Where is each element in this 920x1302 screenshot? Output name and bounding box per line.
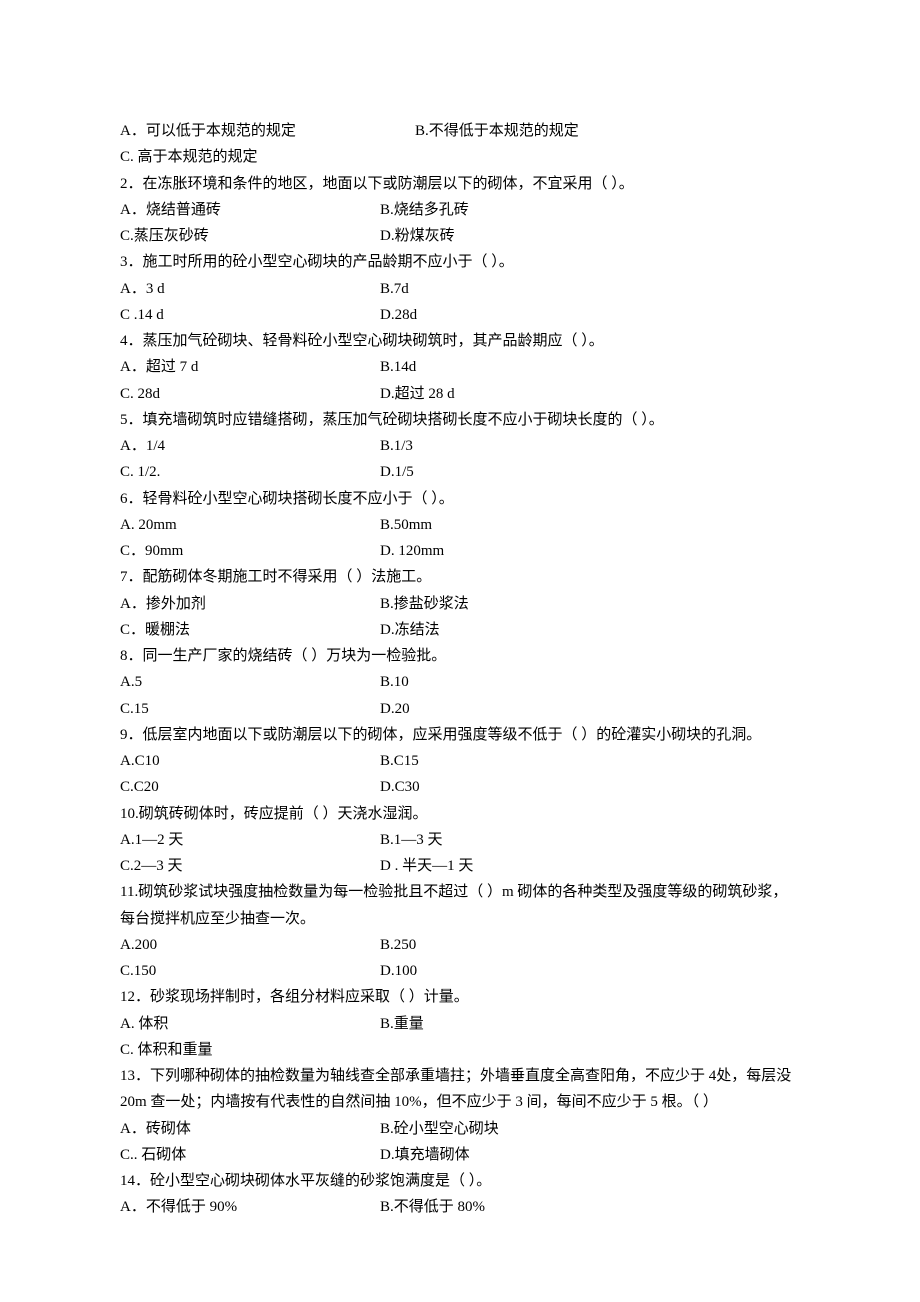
q11-option-row-1: A.200 B.250: [120, 932, 800, 958]
q5-option-row-2: C. 1/2. D.1/5: [120, 459, 800, 485]
q8-option-c: C.15: [120, 696, 380, 722]
q9-option-d: D.C30: [380, 774, 800, 800]
q4-option-d: D.超过 28 d: [380, 381, 800, 407]
q11-option-row-2: C.150 D.100: [120, 958, 800, 984]
q13-option-row-1: A．砖砌体 B.砼小型空心砌块: [120, 1116, 800, 1142]
q2-option-row-2: C.蒸压灰砂砖 D.粉煤灰砖: [120, 223, 800, 249]
q1-option-c: C. 高于本规范的规定: [120, 144, 800, 170]
q14-option-row-1: A．不得低于 90% B.不得低于 80%: [120, 1194, 800, 1220]
q8-option-d: D.20: [380, 696, 800, 722]
q13-option-b: B.砼小型空心砌块: [380, 1116, 800, 1142]
q9-option-a: A.C10: [120, 748, 380, 774]
q3-option-row-1: A．3 d B.7d: [120, 276, 800, 302]
q4-stem: 4．蒸压加气砼砌块、轻骨料砼小型空心砌块砌筑时，其产品龄期应（ ）。: [120, 328, 800, 354]
q12-option-a: A. 体积: [120, 1011, 380, 1037]
q5-option-a: A．1/4: [120, 433, 380, 459]
q11-option-b: B.250: [380, 932, 800, 958]
q9-stem: 9．低层室内地面以下或防潮层以下的砌体，应采用强度等级不低于（ ）的砼灌实小砌块…: [120, 722, 800, 748]
q5-option-d: D.1/5: [380, 459, 800, 485]
q9-option-c: C.C20: [120, 774, 380, 800]
q10-stem: 10.砌筑砖砌体时，砖应提前（ ）天浇水湿润。: [120, 801, 800, 827]
q13-option-d: D.填充墙砌体: [380, 1142, 800, 1168]
q11-stem: 11.砌筑砂浆试块强度抽检数量为每一检验批且不超过（ ）m 砌体的各种类型及强度…: [120, 879, 800, 932]
q12-option-row-1: A. 体积 B.重量: [120, 1011, 800, 1037]
q8-stem: 8．同一生产厂家的烧结砖（ ）万块为一检验批。: [120, 643, 800, 669]
q7-option-row-1: A．掺外加剂 B.掺盐砂浆法: [120, 591, 800, 617]
q2-option-d: D.粉煤灰砖: [380, 223, 800, 249]
q14-option-b: B.不得低于 80%: [380, 1194, 800, 1220]
q6-option-d: D. 120mm: [380, 538, 800, 564]
q7-option-c: C．暖棚法: [120, 617, 380, 643]
q6-stem: 6．轻骨料砼小型空心砌块搭砌长度不应小于（ ）。: [120, 486, 800, 512]
q11-option-c: C.150: [120, 958, 380, 984]
q10-option-row-2: C.2—3 天 D . 半天—1 天: [120, 853, 800, 879]
q12-option-b: B.重量: [380, 1011, 800, 1037]
q12-stem: 12．砂浆现场拌制时，各组分材料应采取（ ）计量。: [120, 984, 800, 1010]
q2-stem: 2．在冻胀环境和条件的地区，地面以下或防潮层以下的砌体，不宜采用（ ）。: [120, 171, 800, 197]
q3-stem: 3．施工时所用的砼小型空心砌块的产品龄期不应小于（ ）。: [120, 249, 800, 275]
q7-option-b: B.掺盐砂浆法: [380, 591, 800, 617]
q8-option-row-1: A.5 B.10: [120, 669, 800, 695]
q6-option-a: A. 20mm: [120, 512, 380, 538]
q3-option-d: D.28d: [380, 302, 800, 328]
q4-option-row-1: A．超过 7 d B.14d: [120, 354, 800, 380]
q2-option-c: C.蒸压灰砂砖: [120, 223, 380, 249]
q8-option-b: B.10: [380, 669, 800, 695]
q4-option-b: B.14d: [380, 354, 800, 380]
q4-option-c: C. 28d: [120, 381, 380, 407]
q6-option-c: C．90mm: [120, 538, 380, 564]
q2-option-row-1: A．烧结普通砖 B.烧结多孔砖: [120, 197, 800, 223]
q10-option-a: A.1—2 天: [120, 827, 380, 853]
q1-option-b: B.不得低于本规范的规定: [415, 118, 800, 144]
q6-option-b: B.50mm: [380, 512, 800, 538]
q1-option-row-1: A．可以低于本规范的规定 B.不得低于本规范的规定: [120, 118, 800, 144]
q5-option-b: B.1/3: [380, 433, 800, 459]
q14-stem: 14．砼小型空心砌块砌体水平灰缝的砂浆饱满度是（ ）。: [120, 1168, 800, 1194]
q10-option-row-1: A.1—2 天 B.1—3 天: [120, 827, 800, 853]
q7-option-row-2: C．暖棚法 D.冻结法: [120, 617, 800, 643]
q12-option-c: C. 体积和重量: [120, 1037, 800, 1063]
q5-option-row-1: A．1/4 B.1/3: [120, 433, 800, 459]
q9-option-row-1: A.C10 B.C15: [120, 748, 800, 774]
q2-option-b: B.烧结多孔砖: [380, 197, 800, 223]
q4-option-row-2: C. 28d D.超过 28 d: [120, 381, 800, 407]
q5-stem: 5．填充墙砌筑时应错缝搭砌，蒸压加气砼砌块搭砌长度不应小于砌块长度的（ ）。: [120, 407, 800, 433]
q1-option-a: A．可以低于本规范的规定: [120, 118, 415, 144]
q13-option-row-2: C.. 石砌体 D.填充墙砌体: [120, 1142, 800, 1168]
q10-option-b: B.1—3 天: [380, 827, 800, 853]
q11-option-a: A.200: [120, 932, 380, 958]
q13-option-a: A．砖砌体: [120, 1116, 380, 1142]
q13-stem: 13．下列哪种砌体的抽检数量为轴线查全部承重墙拄；外墙垂直度全高查阳角，不应少于…: [120, 1063, 800, 1116]
q14-option-a: A．不得低于 90%: [120, 1194, 380, 1220]
q6-option-row-2: C．90mm D. 120mm: [120, 538, 800, 564]
q2-option-a: A．烧结普通砖: [120, 197, 380, 223]
q8-option-row-2: C.15 D.20: [120, 696, 800, 722]
q7-stem: 7．配筋砌体冬期施工时不得采用（ ）法施工。: [120, 564, 800, 590]
q3-option-c: C .14 d: [120, 302, 380, 328]
q8-option-a: A.5: [120, 669, 380, 695]
q9-option-row-2: C.C20 D.C30: [120, 774, 800, 800]
q3-option-b: B.7d: [380, 276, 800, 302]
q7-option-d: D.冻结法: [380, 617, 800, 643]
q13-option-c: C.. 石砌体: [120, 1142, 380, 1168]
q3-option-a: A．3 d: [120, 276, 380, 302]
document-page: A．可以低于本规范的规定 B.不得低于本规范的规定 C. 高于本规范的规定 2．…: [0, 0, 920, 1281]
q11-option-d: D.100: [380, 958, 800, 984]
q10-option-d: D . 半天—1 天: [380, 853, 800, 879]
q4-option-a: A．超过 7 d: [120, 354, 380, 380]
q3-option-row-2: C .14 d D.28d: [120, 302, 800, 328]
q9-option-b: B.C15: [380, 748, 800, 774]
q10-option-c: C.2—3 天: [120, 853, 380, 879]
q6-option-row-1: A. 20mm B.50mm: [120, 512, 800, 538]
q5-option-c: C. 1/2.: [120, 459, 380, 485]
q7-option-a: A．掺外加剂: [120, 591, 380, 617]
